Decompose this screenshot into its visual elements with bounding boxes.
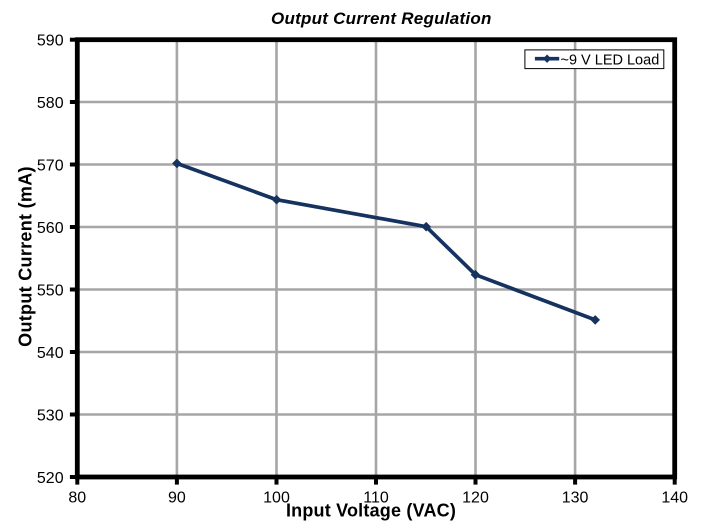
svg-text:Input Voltage (VAC): Input Voltage (VAC) bbox=[286, 501, 456, 521]
svg-text:520: 520 bbox=[37, 470, 64, 487]
svg-text:Output Current (mA): Output Current (mA) bbox=[16, 166, 36, 347]
svg-text:570: 570 bbox=[37, 157, 64, 174]
svg-text:110: 110 bbox=[363, 489, 389, 506]
svg-text:80: 80 bbox=[68, 489, 86, 506]
svg-text:90: 90 bbox=[168, 489, 186, 506]
svg-text:120: 120 bbox=[462, 489, 489, 506]
svg-text:560: 560 bbox=[37, 220, 64, 237]
svg-text:140: 140 bbox=[661, 489, 688, 506]
svg-text:130: 130 bbox=[562, 489, 589, 506]
svg-text:~9 V LED Load: ~9 V LED Load bbox=[561, 52, 660, 68]
svg-text:540: 540 bbox=[37, 345, 64, 362]
svg-text:580: 580 bbox=[37, 95, 64, 112]
svg-text:590: 590 bbox=[37, 33, 64, 50]
svg-text:530: 530 bbox=[37, 407, 64, 424]
svg-text:550: 550 bbox=[37, 282, 64, 299]
svg-text:100: 100 bbox=[263, 489, 290, 506]
svg-text:Output Current Regulation: Output Current Regulation bbox=[271, 9, 492, 28]
